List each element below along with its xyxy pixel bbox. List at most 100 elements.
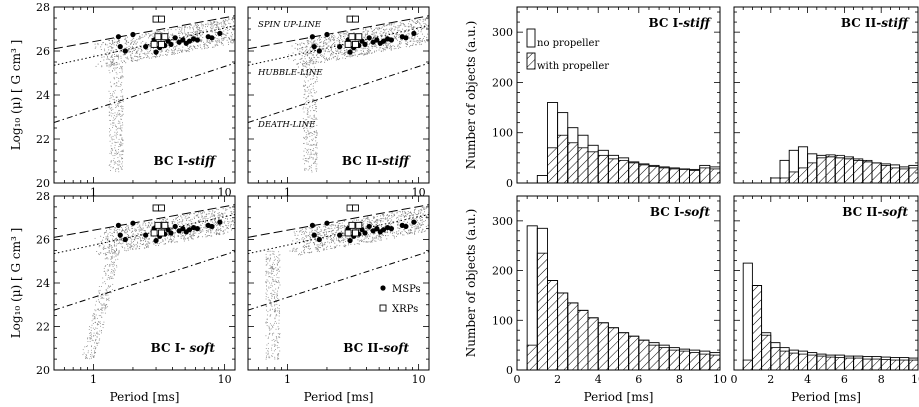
y-tick-label: 28 (36, 1, 50, 14)
msp-point (316, 236, 322, 243)
xrp-point (348, 221, 356, 229)
population-cloud (265, 206, 429, 360)
legend-label: XRPs (392, 304, 418, 315)
bar-with-propeller (816, 355, 827, 371)
msp-point (186, 38, 193, 44)
bar-with-propeller (844, 357, 855, 371)
x-axis-label: Period [ms] (584, 390, 654, 404)
x-tick-label: 10 (412, 373, 426, 386)
reference-line-dashdot (54, 250, 235, 311)
line-annotation: SPIN UP-LINE (258, 20, 322, 30)
histogram-panel-e: 0 100 200 300 BC I-stiff no propeller with pro… (464, 6, 721, 190)
y-tick-label: 26 (36, 234, 50, 247)
x-tick-label: 4 (595, 373, 602, 386)
bar-with-propeller (709, 354, 721, 371)
legend-label: no propeller (537, 38, 599, 49)
panel-title: BC I-stiff (649, 16, 713, 30)
line-annotation: DEATH-LINE (257, 120, 316, 130)
bar-with-propeller (890, 167, 901, 184)
reference-line-dashdot (54, 62, 235, 123)
bar-with-propeller (547, 280, 559, 371)
legend-with-propeller-swatch (526, 52, 536, 70)
msp-point (316, 48, 322, 54)
msp-point (347, 237, 353, 244)
bar-with-propeller (638, 339, 650, 371)
bar-with-propeller (834, 154, 845, 184)
msp-point (180, 226, 186, 232)
xrp-point (158, 204, 165, 212)
bar-with-propeller (577, 147, 589, 184)
bar-with-propeller (699, 167, 711, 184)
msp-point (172, 223, 178, 230)
bar-with-propeller (658, 167, 670, 184)
bar-with-propeller (628, 162, 640, 184)
x-axis-label: Period [ms] (791, 390, 861, 404)
bar-with-propeller (679, 350, 690, 371)
x-tick-label: 1 (284, 186, 291, 199)
xrp-point (150, 40, 158, 48)
bar-with-propeller (607, 158, 619, 184)
panel-title: BC II-stiff (841, 16, 910, 30)
msp-point (217, 30, 223, 36)
bar-with-propeller (689, 170, 701, 184)
plot-area (54, 15, 235, 173)
panel-title: BC I-soft (650, 205, 711, 219)
msp-point (374, 226, 380, 232)
bar-with-propeller (557, 134, 569, 184)
scatter-panel-d: 1 10 BC II-soft MSPs XRPs Period [ms] (247, 195, 430, 404)
msp-point (117, 44, 123, 50)
msp-point (411, 30, 417, 36)
bar-with-propeller (668, 349, 680, 371)
x-tick-label: 10 (911, 373, 919, 386)
x-tick-label: 1 (90, 186, 97, 199)
bar-no-propeller (770, 177, 781, 184)
panel-title: BC I-stiff (154, 154, 218, 168)
bar-with-propeller (844, 156, 855, 184)
msp-point (130, 31, 136, 38)
y-tick-label: 100 (492, 127, 513, 140)
msp-point (209, 223, 215, 230)
xrp-point (355, 33, 363, 41)
y-tick-label: 200 (492, 76, 513, 89)
xrp-point (161, 33, 169, 41)
panel-title: BC II-stiff (342, 154, 411, 168)
bar-no-propeller (536, 175, 548, 184)
y-axis-label: Number of objects (a.u.) (464, 21, 478, 170)
msp-point (194, 226, 200, 232)
panel-title: BC II-soft (842, 205, 908, 219)
x-tick-label: 10 (218, 373, 232, 386)
msp-point (380, 227, 387, 233)
msp-point (122, 48, 128, 54)
msp-point (168, 230, 174, 236)
msp-point (324, 220, 330, 226)
bar-with-propeller (618, 332, 630, 371)
bar-with-propeller (779, 350, 790, 371)
msp-point (374, 37, 380, 43)
y-tick-label: 200 (492, 265, 513, 278)
msp-point (180, 37, 186, 43)
msp-point (143, 232, 149, 238)
msp-point (403, 35, 409, 41)
bar-with-propeller (761, 334, 772, 371)
xrp-point (352, 229, 359, 237)
xrp-point (158, 40, 165, 48)
bar-with-propeller (689, 352, 701, 371)
x-tick-label: 0 (514, 373, 521, 386)
reference-line-dashdot (248, 62, 429, 123)
y-tick-label: 26 (36, 45, 50, 58)
legend-msp-marker (380, 285, 386, 291)
bar-with-propeller (825, 154, 836, 184)
x-tick-label: 8 (676, 373, 683, 386)
msp-point (130, 220, 136, 226)
reference-line-dashdot (248, 250, 429, 311)
reference-line-dashed (248, 15, 429, 50)
bar-with-propeller (638, 164, 650, 184)
y-axis-label: Log₁₀ (μ) [ G cm³ ] (9, 40, 23, 151)
plot-area (248, 204, 429, 360)
bar-with-propeller (880, 359, 891, 371)
bar-with-propeller (547, 147, 559, 184)
histogram-panel-f: BC II-stiff (733, 6, 919, 184)
y-tick-label: 20 (36, 364, 50, 377)
msp-point (117, 232, 123, 238)
